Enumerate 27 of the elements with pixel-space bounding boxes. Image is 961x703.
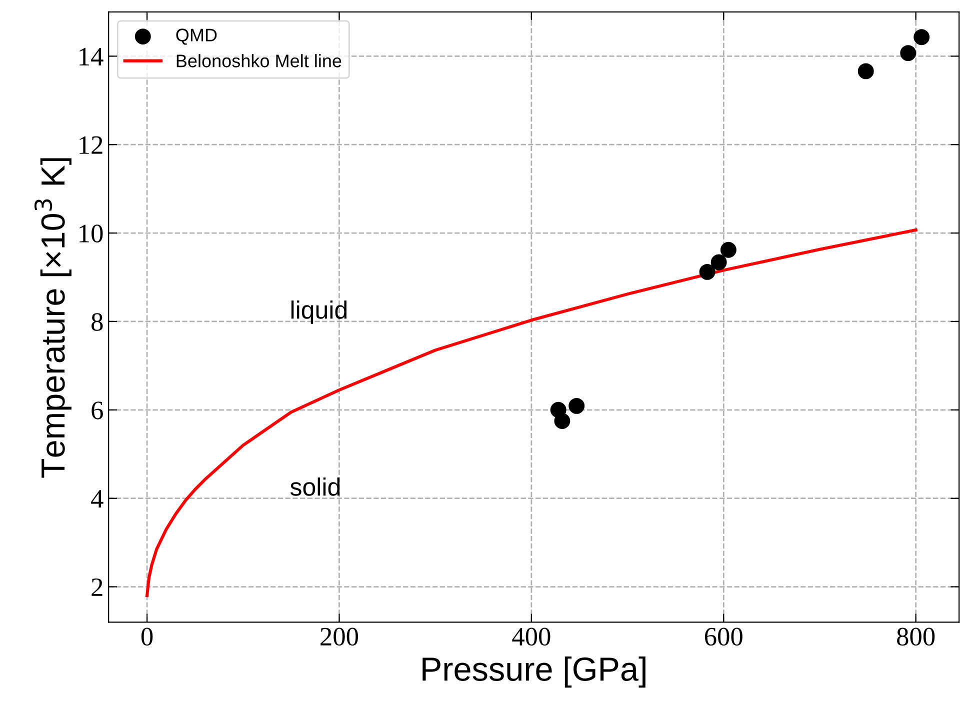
annotation: solid xyxy=(290,477,340,496)
x-axis-title: Pressure [GPa] xyxy=(422,656,646,688)
legend-label: QMD xyxy=(176,28,217,45)
point xyxy=(858,63,874,80)
y-tick-label: 8 xyxy=(92,313,103,331)
x-tick-label: 600 xyxy=(704,628,742,646)
line-series xyxy=(146,228,918,598)
point xyxy=(720,242,736,258)
y-axis-title: Temperature [×10$^{3}$ K] xyxy=(34,158,72,478)
point xyxy=(554,412,570,429)
y-tick-label: 6 xyxy=(92,402,103,420)
x-tick-label: 200 xyxy=(320,628,358,646)
y-tick-label: 10 xyxy=(80,224,103,242)
y-tick-label: 14 xyxy=(80,48,104,66)
annotation: liquid xyxy=(291,300,347,324)
point xyxy=(710,254,727,270)
x-tick-label: 800 xyxy=(897,628,935,646)
x-tick-label: 0 xyxy=(141,628,153,646)
point xyxy=(699,264,716,280)
point xyxy=(914,29,930,46)
x-tick-label: 400 xyxy=(512,628,550,646)
point xyxy=(900,45,916,62)
y-tick-label: 12 xyxy=(80,136,102,154)
point xyxy=(568,398,585,414)
y-tick-label: 4 xyxy=(91,490,104,508)
legend-label: Belonoshko Melt line xyxy=(176,54,342,68)
y-tick-label: 2 xyxy=(92,578,102,596)
